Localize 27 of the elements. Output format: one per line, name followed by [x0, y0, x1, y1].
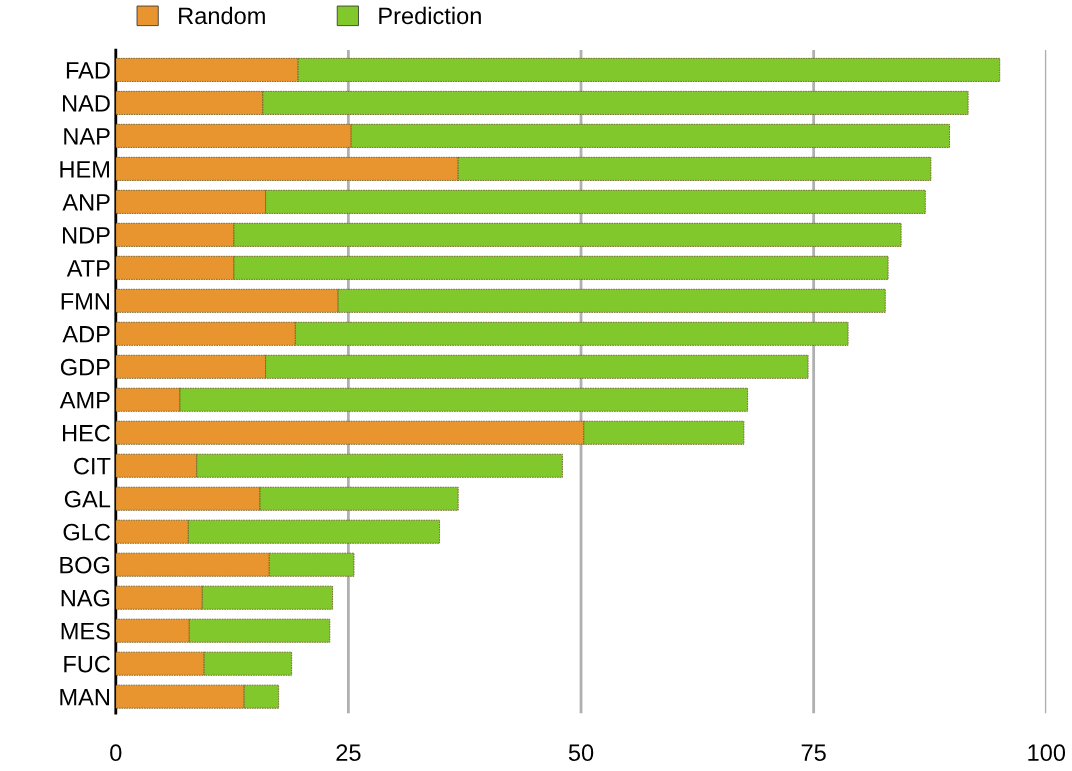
- y-tick-label: ANP: [62, 194, 110, 211]
- y-tick-label: ADP: [62, 326, 110, 343]
- x-tick-label: 25: [336, 744, 361, 762]
- y-tick-label: FMN: [61, 293, 109, 310]
- y-tick-label: FAD: [66, 62, 110, 79]
- y-tick-label: BOG: [60, 556, 110, 574]
- y-tick-label: NAG: [61, 589, 110, 607]
- x-tick-label: 50: [568, 744, 594, 762]
- y-tick-label: HEM: [60, 161, 109, 178]
- y-tick-label: GAL: [64, 490, 111, 508]
- y-tick-label: NAP: [64, 128, 110, 145]
- y-tick-label: CIT: [74, 457, 111, 475]
- x-tick-label: 75: [801, 744, 826, 762]
- x-tick-label: 100: [1028, 744, 1066, 762]
- y-tick-label: NAD: [63, 95, 110, 112]
- y-tick-label: HEC: [63, 424, 111, 442]
- legend-label: Random: [179, 6, 265, 25]
- y-tick-label: FUC: [64, 655, 111, 673]
- y-tick-label: GLC: [63, 523, 111, 541]
- y-tick-label: AMP: [59, 392, 110, 409]
- y-tick-label: ATP: [66, 260, 110, 277]
- y-tick-label: MAN: [60, 688, 109, 706]
- x-tick-label: 0: [110, 744, 122, 762]
- y-tick-label: MES: [61, 622, 110, 640]
- legend-label: Prediction: [379, 6, 481, 25]
- y-tick-label: NDP: [63, 227, 110, 244]
- y-tick-label: GDP: [60, 358, 110, 376]
